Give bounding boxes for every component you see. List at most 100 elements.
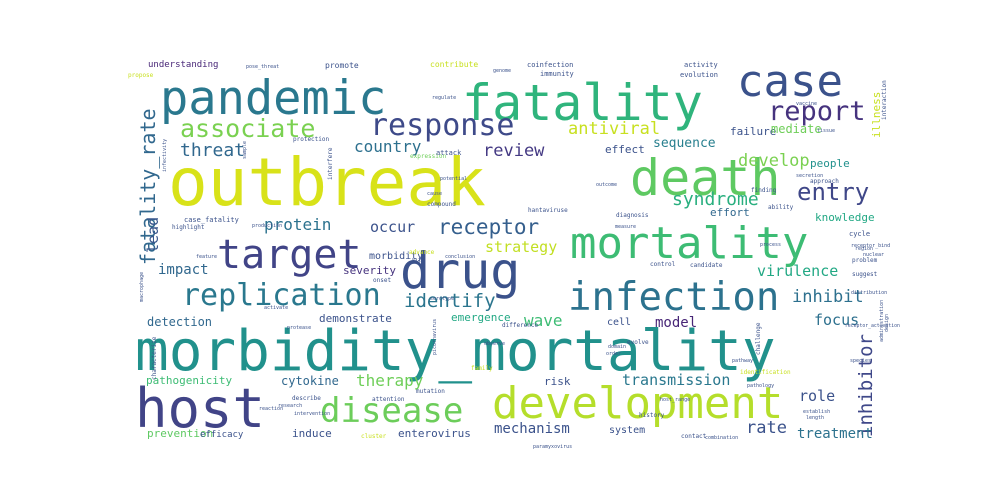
- word-propose: propose: [128, 72, 154, 79]
- word-ability: ability: [768, 204, 794, 211]
- word-sample: sample: [242, 141, 248, 159]
- word-macrophage: macrophage: [139, 272, 145, 302]
- word-finding: finding: [751, 187, 777, 194]
- word-establish: establish: [803, 409, 830, 415]
- word-development: development: [492, 378, 783, 429]
- word-entry: entry: [797, 178, 869, 206]
- word-mutation: mutation: [416, 388, 445, 395]
- word-observe: observe: [484, 341, 505, 347]
- word-demonstrate: demonstrate: [319, 312, 392, 325]
- word-difference: difference: [502, 322, 539, 329]
- word-attention: attention: [372, 396, 405, 403]
- word-family: family: [471, 365, 493, 372]
- word-control: control: [650, 261, 676, 268]
- word-response: response: [370, 108, 515, 143]
- word-people: people: [810, 157, 850, 170]
- word-domain: domain: [608, 344, 626, 350]
- word-describe: describe: [292, 395, 321, 402]
- word-candidate: candidate: [690, 262, 723, 269]
- word-fatality-rate: fatality_rate: [136, 108, 160, 265]
- word-failure: failure: [730, 125, 776, 138]
- word-mediate: mediate: [771, 122, 822, 136]
- word-regulate: regulate: [432, 95, 456, 101]
- word-activity: activity: [684, 61, 718, 69]
- word-suggest: suggest: [852, 271, 878, 278]
- word-target: target: [217, 232, 362, 278]
- word-approach: approach: [810, 178, 839, 185]
- word-reaction: reaction: [259, 406, 283, 412]
- word-antiviral: antiviral: [568, 119, 660, 139]
- word-kill: kill: [412, 258, 424, 264]
- word-production: production: [252, 223, 282, 229]
- word-measure: measure: [615, 224, 636, 230]
- word-pathway: pathway: [732, 358, 753, 364]
- word-prevention: prevention: [147, 427, 213, 440]
- word-host: host: [135, 377, 265, 440]
- word-picornavirus: picornavirus: [432, 319, 438, 355]
- word-illness: illness: [870, 92, 883, 138]
- word-severity: severity: [343, 264, 396, 277]
- word-inhibitor: inhibitor: [855, 334, 877, 437]
- word-associate: associate: [180, 114, 315, 143]
- word-treatment: treatment: [797, 426, 873, 442]
- word-efficacy: efficacy: [200, 430, 244, 440]
- word-administration: administration: [879, 300, 885, 342]
- word-paramyxovirus: paramyxovirus: [533, 444, 572, 450]
- word-protein: protein: [264, 215, 331, 234]
- word-length: length: [806, 415, 824, 421]
- word-problem: problem: [852, 257, 878, 264]
- word-role: role: [799, 387, 835, 405]
- word-mechanism: mechanism: [494, 421, 570, 437]
- word-threat: threat: [180, 140, 245, 161]
- word-protection: protection: [293, 136, 330, 143]
- word-morbidity: morbidity: [369, 251, 423, 262]
- word-cluster: cluster: [361, 433, 387, 440]
- word-promote: promote: [325, 61, 359, 70]
- word-detection: detection: [147, 315, 212, 329]
- word-wave: wave: [524, 311, 563, 330]
- word-model: model: [655, 315, 697, 331]
- word-effect: effect: [605, 143, 645, 156]
- word-feature: feature: [196, 254, 217, 260]
- word-death: death: [630, 149, 781, 207]
- word-contact: contact: [681, 433, 707, 440]
- word-receptor-activation: receptor_activation: [845, 323, 900, 329]
- word-understanding: understanding: [148, 60, 218, 70]
- word-receptor: receptor: [438, 215, 539, 239]
- word-identification: identification: [740, 369, 791, 376]
- word-nuclear: nuclear: [863, 252, 884, 258]
- word-risk: risk: [544, 375, 571, 388]
- word-infection: infection: [568, 275, 779, 320]
- word-diagnosis: diagnosis: [616, 212, 649, 219]
- word-outbreak: outbreak: [168, 144, 486, 221]
- word-cause: cause: [427, 191, 442, 197]
- word-host-range: host_range: [660, 397, 690, 403]
- word-lead: lead: [144, 217, 162, 253]
- word-drug: drug: [400, 242, 520, 300]
- word-highlight: highlight: [172, 224, 205, 231]
- word-research: research: [278, 403, 302, 409]
- word-case: case: [737, 56, 843, 107]
- word-serotype: serotype: [430, 296, 454, 302]
- word-challenge: challenge: [755, 322, 762, 355]
- word-onset: onset: [373, 277, 391, 284]
- word-emergence: emergence: [451, 311, 511, 324]
- word-identify: identify: [404, 290, 496, 312]
- word-process: process: [760, 242, 781, 248]
- word-interfere: interfere: [327, 147, 334, 180]
- word-pose-threat: pose_threat: [246, 64, 279, 70]
- word-distribution: distribution: [851, 290, 887, 296]
- word-replication: replication: [182, 278, 381, 313]
- word-transmission: transmission: [622, 371, 730, 389]
- word-combination: combination: [705, 435, 738, 441]
- word-effort: effort: [710, 206, 750, 219]
- word-sequence: sequence: [653, 136, 716, 151]
- word-evolve: evolve: [627, 339, 649, 346]
- word-virulence: virulence: [757, 262, 838, 280]
- word-compound: compound: [427, 201, 456, 208]
- word-region: region: [855, 246, 873, 252]
- word-cytokine: cytokine: [281, 374, 339, 388]
- word-species: species: [850, 358, 871, 364]
- word-hantaviruse: hantaviruse: [528, 207, 568, 214]
- word-order: order: [606, 351, 621, 357]
